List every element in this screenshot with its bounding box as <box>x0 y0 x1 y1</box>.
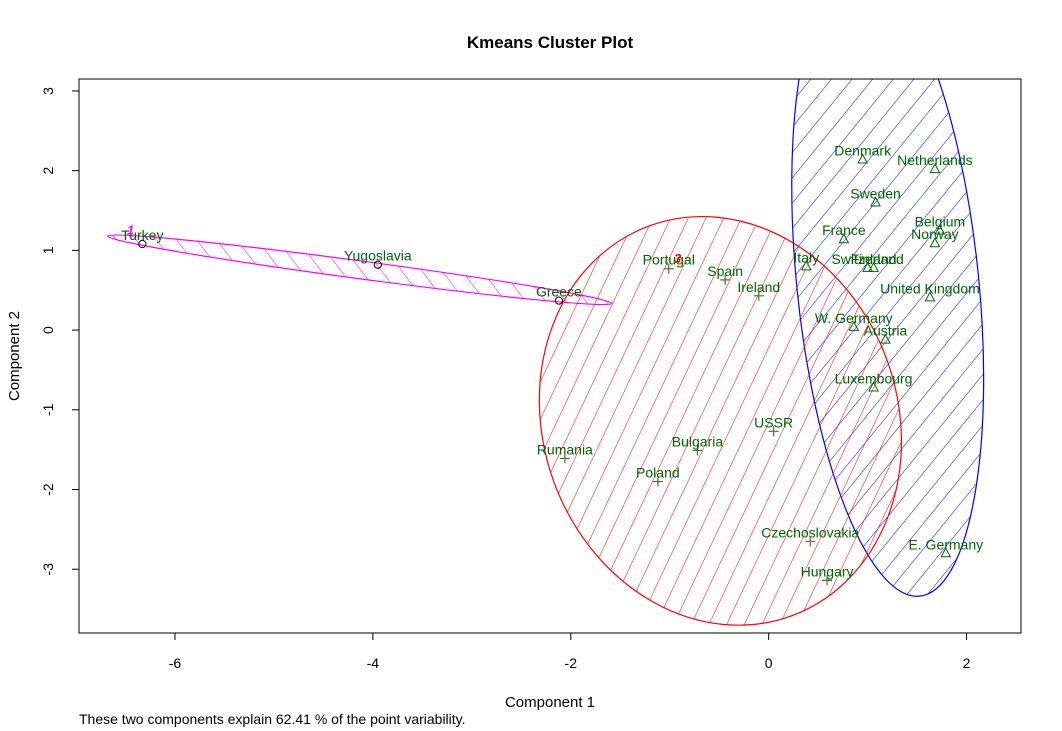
y-axis: -3 -2 -1 0 1 2 3 <box>40 87 80 576</box>
point-label: Luxembourg <box>835 370 913 386</box>
point-label: Netherlands <box>897 152 973 168</box>
x-axis: -6 -4 -2 0 2 <box>169 632 971 671</box>
point-marker <box>554 296 564 305</box>
chart-title: Kmeans Cluster Plot <box>467 33 634 52</box>
point-marker <box>924 291 936 302</box>
point-marker <box>559 453 570 464</box>
point-marker <box>857 153 869 164</box>
cluster-ellipses <box>106 79 985 626</box>
cluster-number-labels: 123 <box>127 222 682 266</box>
point-marker <box>805 536 816 547</box>
point-marker <box>652 476 663 487</box>
cluster-3-ellipse <box>538 215 903 626</box>
point-marker <box>868 381 880 392</box>
point-marker <box>940 547 952 558</box>
point-label: United Kingdom <box>880 280 980 296</box>
point-marker <box>373 260 382 269</box>
cluster-1-label: 1 <box>127 222 134 237</box>
point-label: Italy <box>793 249 819 265</box>
point-label: Bulgaria <box>672 433 724 449</box>
point-label: Denmark <box>834 143 892 159</box>
point-label: Greece <box>536 284 582 300</box>
point-label: Czechoslovakia <box>761 524 859 540</box>
y-tick-label: 2 <box>40 167 56 175</box>
point-marker <box>838 233 850 244</box>
point-label: Hungary <box>801 563 854 579</box>
point-marker <box>138 239 147 249</box>
variability-footnote: These two components explain 62.41 % of … <box>79 711 466 727</box>
y-axis-label: Component 2 <box>6 311 23 401</box>
point-label: Ireland <box>737 279 780 295</box>
cluster-plot: Kmeans Cluster Plot -6 -4 -2 0 2 -3-2-10123 … <box>6 33 1022 711</box>
x-tick-label: 0 <box>765 655 773 671</box>
y-tick-label: 0 <box>40 326 56 334</box>
point-label: France <box>822 222 866 238</box>
y-tick-label: 1 <box>40 246 56 254</box>
y-tick-label: 3 <box>40 87 56 95</box>
point-marker <box>934 224 946 235</box>
y-tick-label: -1 <box>40 403 56 416</box>
point-marker <box>929 163 941 174</box>
point-label: E. Germany <box>908 536 983 552</box>
point-marker <box>929 237 941 248</box>
point-label: Turkey <box>121 227 163 243</box>
point-marker <box>663 263 674 274</box>
point-marker <box>868 261 880 272</box>
x-tick-label: 2 <box>963 655 971 671</box>
point-label: Rumania <box>537 441 593 457</box>
y-tick-label: -3 <box>40 563 56 576</box>
point-marker <box>720 274 731 285</box>
point-label: Spain <box>707 263 743 279</box>
point-marker <box>800 260 812 271</box>
point-label: Yugoslavia <box>344 248 412 264</box>
y-tick-label: -2 <box>40 483 56 496</box>
x-tick-label: -6 <box>169 655 182 671</box>
point-label: Portugal <box>643 252 695 268</box>
point-marker <box>822 575 833 586</box>
point-marker <box>879 333 891 344</box>
point-label: Finland <box>851 251 897 267</box>
point-label: Belgium <box>915 213 966 229</box>
point-marker <box>870 196 881 207</box>
point-label: Sweden <box>850 186 901 202</box>
point-marker <box>768 426 779 437</box>
point-label: Norway <box>911 226 958 242</box>
point-label: Poland <box>636 465 680 481</box>
point-label: USSR <box>754 414 793 430</box>
point-marker <box>753 290 764 301</box>
data-points <box>138 153 952 586</box>
point-label: Austria <box>864 323 908 339</box>
x-axis-label: Component 1 <box>505 694 595 711</box>
point-marker <box>692 445 703 456</box>
point-marker <box>848 320 860 331</box>
point-label: Switzerland <box>831 251 903 267</box>
point-marker <box>862 261 874 272</box>
x-tick-label: -4 <box>367 655 380 671</box>
point-labels: Turkey Yugoslavia Greece Denmark Netherlands… <box>121 143 983 580</box>
cluster-3-label: 3 <box>674 251 682 266</box>
point-label: W. Germany <box>815 310 893 326</box>
x-tick-label: -2 <box>565 655 578 671</box>
